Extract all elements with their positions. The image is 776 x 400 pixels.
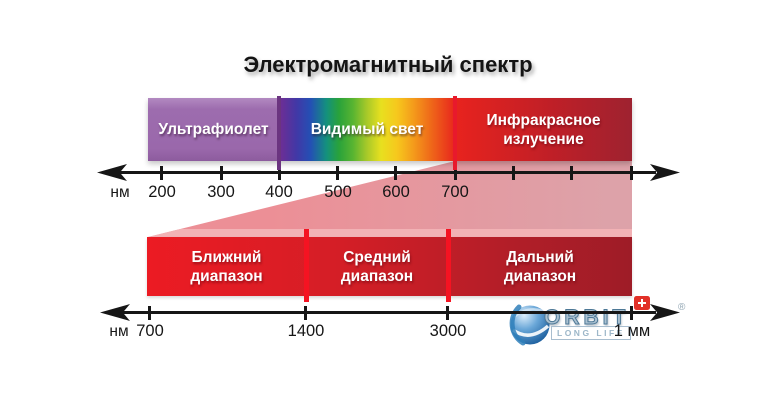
flag-icon bbox=[634, 296, 650, 310]
section-visible-light-label: Видимый свет bbox=[310, 121, 424, 138]
divider-3000nm bbox=[446, 229, 451, 302]
wavelength-axis-line bbox=[110, 171, 656, 174]
section-far-range: Дальний диапазон bbox=[448, 237, 632, 296]
axis-tick bbox=[336, 166, 339, 180]
section-infrared-label-line2: излучение bbox=[503, 130, 584, 148]
axis-tick bbox=[570, 166, 573, 180]
axis-tick bbox=[160, 166, 163, 180]
axis-tick bbox=[304, 306, 307, 320]
axis-tick-label: 400 bbox=[265, 183, 293, 201]
near-range-line1: Ближний bbox=[191, 248, 262, 266]
logo-brand-text: ORBIT bbox=[543, 306, 630, 330]
infrared-ranges-bar: Ближний диапазон Средний диапазон Дальни… bbox=[147, 237, 632, 296]
axis-tick-label: 3000 bbox=[429, 322, 467, 340]
axis-tick bbox=[630, 306, 633, 320]
axis-tick bbox=[454, 166, 457, 180]
section-ultraviolet-label: Ультрафиолет bbox=[158, 121, 269, 138]
axis-unit-label: нм bbox=[110, 184, 130, 201]
section-ultraviolet: Ультрафиолет bbox=[148, 98, 279, 161]
axis-tick bbox=[148, 306, 151, 320]
section-infrared-label: Инфракрасное излучение bbox=[486, 111, 600, 149]
axis-tick-label: 300 bbox=[207, 183, 235, 201]
axis-unit-label: нм bbox=[109, 323, 129, 340]
globe-icon bbox=[509, 304, 550, 346]
logo-tagline: LONG LIFE bbox=[551, 326, 631, 340]
diagram-title: Электромагнитный спектр bbox=[243, 52, 533, 77]
axis-tick-label: 1400 bbox=[287, 322, 325, 340]
section-infrared: Инфракрасное излучение bbox=[455, 98, 632, 161]
divider-400nm bbox=[277, 96, 281, 170]
axis-tick-label: 700 bbox=[136, 322, 164, 340]
section-near-range-label: Ближний диапазон bbox=[190, 248, 262, 286]
registered-mark: ® bbox=[678, 302, 686, 313]
section-near-range: Ближний диапазон bbox=[147, 237, 306, 296]
far-range-line1: Дальний bbox=[506, 248, 574, 266]
projection-highlight-strip bbox=[148, 229, 632, 237]
axis-tick-label: 700 bbox=[441, 183, 469, 201]
section-middle-range: Средний диапазон bbox=[306, 237, 448, 296]
axis-tick bbox=[512, 166, 515, 180]
axis-tick-label: 500 bbox=[324, 183, 352, 201]
middle-range-line1: Средний bbox=[343, 248, 411, 266]
infrared-axis-line bbox=[112, 311, 656, 314]
divider-1400nm bbox=[304, 229, 309, 302]
section-infrared-label-line1: Инфракрасное bbox=[486, 111, 601, 129]
section-far-range-label: Дальний диапазон bbox=[504, 248, 576, 286]
axis-tick bbox=[220, 166, 223, 180]
divider-700nm bbox=[453, 96, 457, 170]
axis-tick bbox=[446, 306, 449, 320]
axis-tick-label: 200 bbox=[148, 183, 176, 201]
axis-tick bbox=[630, 166, 633, 180]
section-visible-light: Видимый свет bbox=[279, 98, 455, 161]
middle-range-line2: диапазон bbox=[340, 267, 414, 285]
section-middle-range-label: Средний диапазон bbox=[341, 248, 413, 286]
spectrum-bar: Ультрафиолет Видимый свет Инфракрасное и… bbox=[148, 98, 632, 161]
axis-tick-label: 1 мм bbox=[613, 322, 651, 340]
axis-tick-label: 600 bbox=[382, 183, 410, 201]
axis-tick bbox=[394, 166, 397, 180]
axis-tick bbox=[278, 166, 281, 180]
near-range-line2: диапазон bbox=[190, 267, 263, 285]
far-range-line2: диапазон bbox=[503, 267, 577, 285]
